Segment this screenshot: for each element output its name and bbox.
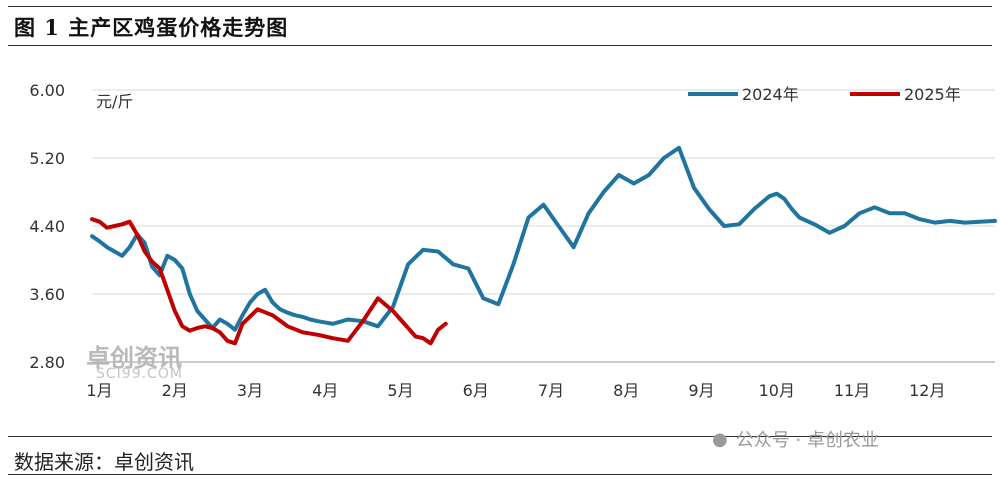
bottom-rule: [8, 474, 992, 475]
y-tick-label: 3.60: [29, 285, 65, 304]
y-axis-unit-label: 元/斤: [96, 92, 133, 111]
y-tick-label: 6.00: [29, 81, 65, 100]
series-line-2025: [90, 217, 448, 346]
y-axis: 2.80 3.60 4.40 5.20 6.00: [29, 81, 65, 372]
legend-label: 2024年: [742, 85, 799, 104]
x-tick-label: 2月: [162, 381, 188, 400]
data-source: 数据来源：卓创资讯: [14, 450, 194, 474]
x-tick-label: 12月: [909, 381, 945, 400]
x-tick-label: 9月: [688, 381, 714, 400]
x-tick-label: 6月: [463, 381, 489, 400]
x-tick-label: 4月: [312, 381, 338, 400]
legend-label: 2025年: [904, 85, 961, 104]
y-tick-label: 5.20: [29, 149, 65, 168]
page-title: 图 1 主产区鸡蛋价格走势图: [14, 15, 289, 40]
x-tick-label: 7月: [538, 381, 564, 400]
y-tick-label: 4.40: [29, 217, 65, 236]
x-tick-label: 3月: [237, 381, 263, 400]
watermark-wechat: ● 公众号 · 卓创农业: [712, 426, 879, 452]
top-rule: [8, 6, 992, 7]
x-axis: 1月 2月 3月 4月 5月 6月 7月 8月 9月 10月 11月 12月: [86, 361, 995, 400]
x-tick-label: 8月: [613, 381, 639, 400]
x-tick-label: 10月: [759, 381, 795, 400]
title-rule: [8, 45, 992, 46]
watermark-wechat-text: 公众号 · 卓创农业: [735, 430, 879, 451]
series-lines: [90, 145, 997, 346]
wechat-icon: ●: [712, 428, 728, 450]
y-tick-label: 2.80: [29, 353, 65, 372]
watermark-logo-sub: SCI99.COM: [96, 366, 183, 382]
x-tick-label: 11月: [834, 381, 870, 400]
x-tick-label: 5月: [387, 381, 413, 400]
series-line-2024: [90, 145, 997, 332]
x-tick-label: 1月: [86, 381, 112, 400]
grid-lines: [92, 89, 995, 363]
watermark-logo: 卓创资讯: [86, 344, 182, 372]
legend: 2024年 2025年: [688, 85, 961, 104]
footer-rule: [8, 436, 992, 437]
